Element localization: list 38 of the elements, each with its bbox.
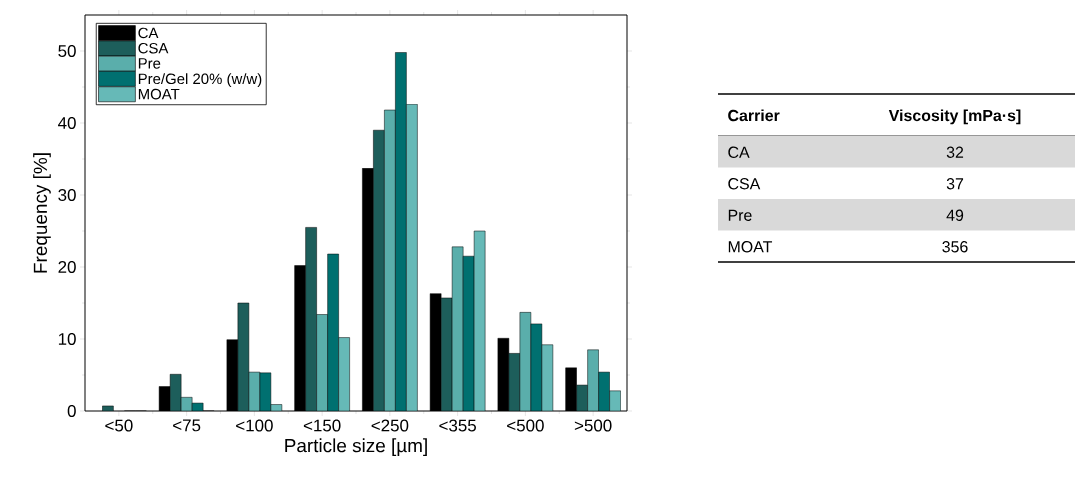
data-label: 37 [946, 178, 964, 190]
bar [373, 129, 385, 411]
legend-label: Pre/Gel 20% (w/w) [138, 73, 262, 88]
x-tick-label: <250 [371, 419, 409, 432]
bar [395, 52, 407, 411]
y-tick-label: 40 [58, 117, 76, 129]
bar [305, 227, 317, 411]
y-axis-title: Frequency [%] [33, 153, 51, 273]
category-label: Pre [728, 209, 752, 221]
y-tick-label: 10 [58, 333, 76, 345]
x-axis-title: Particle size [µm] [285, 438, 427, 456]
category-label: CA [728, 146, 750, 158]
x-tick-label: <100 [236, 419, 273, 432]
bar [406, 104, 418, 411]
x-tick-label: <500 [507, 419, 544, 432]
text: Viscosity [mPa·s] [888, 109, 1021, 125]
bar [316, 314, 328, 411]
y-tick-label: 0 [67, 405, 76, 417]
bar [327, 253, 339, 411]
category-label: MOAT [728, 241, 773, 253]
x-tick-label: <355 [439, 419, 476, 432]
legend-label: CSA [138, 42, 169, 54]
x-tick-label: <75 [173, 419, 201, 432]
category-label: CSA [728, 178, 761, 190]
y-tick-label: 20 [58, 261, 76, 273]
data-label: 49 [946, 209, 964, 221]
data-label: 356 [942, 241, 968, 253]
data-label: 32 [946, 146, 964, 158]
text: Carrier [728, 109, 780, 122]
legend-label: Pre [138, 58, 161, 69]
y-tick-label: 30 [58, 189, 76, 201]
bar [384, 109, 396, 411]
x-tick-label: <150 [303, 419, 341, 432]
x-tick-label: >500 [574, 419, 612, 432]
x-tick-label: <50 [105, 419, 133, 432]
legend-label: MOAT [138, 88, 180, 100]
legend-label: CA [138, 27, 159, 39]
y-tick-label: 50 [58, 45, 76, 57]
